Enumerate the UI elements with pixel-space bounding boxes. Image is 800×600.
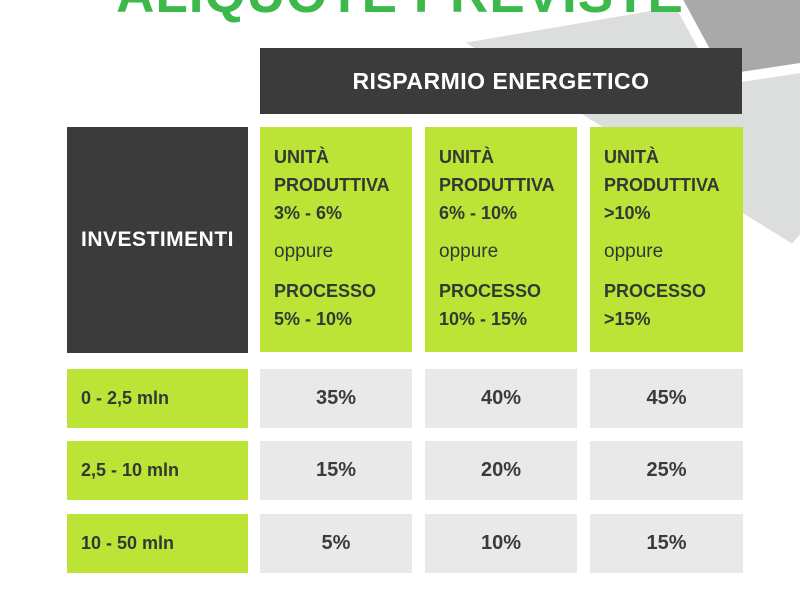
process-range: >15% — [604, 309, 651, 329]
table-value: 20% — [425, 441, 577, 500]
column-header-1: UNITÀ PRODUTTIVA 3% - 6% oppure PROCESSO… — [260, 127, 412, 352]
table-value: 10% — [425, 514, 577, 573]
table-value: 40% — [425, 369, 577, 428]
row-label-2: 2,5 - 10 mln — [67, 441, 248, 500]
table-value: 15% — [590, 514, 743, 573]
unit-range: >10% — [604, 203, 651, 223]
row-group-header: INVESTIMENTI — [67, 127, 248, 353]
table-value: 45% — [590, 369, 743, 428]
unit-label: PRODUTTIVA — [274, 175, 390, 195]
unit-label: UNITÀ — [439, 147, 494, 167]
unit-label: UNITÀ — [604, 147, 659, 167]
column-header-3: UNITÀ PRODUTTIVA >10% oppure PROCESSO >1… — [590, 127, 743, 352]
row-label-3: 10 - 50 mln — [67, 514, 248, 573]
unit-label: PRODUTTIVA — [439, 175, 555, 195]
process-range: 5% - 10% — [274, 309, 353, 329]
process-label: PROCESSO — [604, 281, 707, 301]
unit-label: UNITÀ — [274, 147, 329, 167]
table-value: 15% — [260, 441, 412, 500]
column-header-2: UNITÀ PRODUTTIVA 6% - 10% oppure PROCESS… — [425, 127, 577, 352]
column-group-header: RISPARMIO ENERGETICO — [260, 48, 742, 114]
unit-range: 3% - 6% — [274, 203, 343, 223]
table-value: 35% — [260, 369, 412, 428]
table-value: 25% — [590, 441, 743, 500]
table-value: 5% — [260, 514, 412, 573]
or-word: oppure — [604, 241, 664, 262]
process-label: PROCESSO — [439, 281, 542, 301]
or-word: oppure — [439, 241, 499, 262]
unit-label: PRODUTTIVA — [604, 175, 720, 195]
process-range: 10% - 15% — [439, 309, 528, 329]
row-label-1: 0 - 2,5 mln — [67, 369, 248, 428]
page-title: ALIQUOTE PREVISTE — [0, 0, 800, 25]
or-word: oppure — [274, 241, 334, 262]
process-label: PROCESSO — [274, 281, 377, 301]
unit-range: 6% - 10% — [439, 203, 518, 223]
